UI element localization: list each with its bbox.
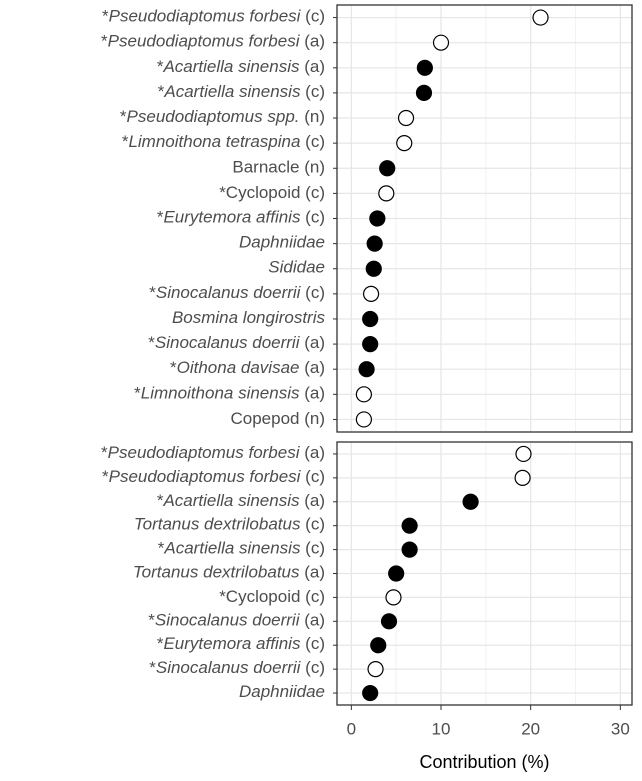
y-tick-label: *Acartiella sinensis (a) — [157, 57, 325, 76]
y-tick-label: *Eurytemora affinis (c) — [157, 208, 325, 227]
point — [515, 445, 532, 463]
point — [462, 493, 479, 510]
point — [362, 310, 379, 328]
y-tick-label: *Limnoithona sinensis (a) — [134, 384, 325, 403]
point — [369, 210, 386, 227]
point — [380, 613, 398, 630]
point — [365, 260, 382, 277]
y-tick-label: Bosmina longirostris — [172, 308, 326, 327]
y-tick-label: *Limnoithona tetraspina (c) — [122, 133, 325, 152]
y-tick-label: Daphniidae — [239, 233, 325, 252]
point — [416, 59, 433, 76]
y-tick-label: Barnacle (n) — [232, 158, 325, 177]
point — [366, 235, 383, 252]
y-tick-label: *Sinocalanus doerrii (c) — [149, 659, 325, 678]
y-tick-label: *Pseudodiaptomus spp. (n) — [120, 108, 325, 127]
point — [415, 84, 433, 102]
y-tick-label: *Sinocalanus doerrii (c) — [149, 283, 325, 302]
point — [401, 541, 418, 558]
y-tick-label: *Pseudodiaptomus forbesi (c) — [102, 467, 325, 486]
x-tick-label: 10 — [432, 719, 451, 738]
point — [362, 285, 380, 302]
y-tick-label: *Sinocalanus doerrii (a) — [148, 611, 325, 630]
point — [370, 637, 387, 654]
point — [532, 9, 549, 26]
point — [362, 684, 379, 702]
y-tick-label: *Acartiella sinensis (c) — [158, 82, 325, 101]
y-tick-label: *Eurytemora affinis (c) — [157, 635, 325, 654]
point — [514, 469, 531, 486]
point — [378, 185, 395, 202]
y-tick-label: *Cyclopoid (c) — [219, 587, 325, 606]
point — [397, 109, 415, 127]
point — [362, 335, 379, 353]
y-tick-label: *Acartiella sinensis (a) — [157, 491, 325, 510]
y-tick-label: Tortanus dextrilobatus (a) — [133, 563, 325, 582]
panel-border — [336, 441, 633, 706]
point — [401, 517, 418, 534]
y-tick-label: *Acartiella sinensis (c) — [158, 539, 325, 558]
point — [388, 565, 405, 582]
y-tick-label: Copepod (n) — [230, 409, 325, 428]
point — [432, 34, 450, 51]
y-tick-label: Daphniidae — [239, 683, 325, 702]
point — [385, 589, 402, 606]
point — [358, 361, 375, 378]
y-tick-label: Tortanus dextrilobatus (c) — [134, 515, 325, 534]
y-tick-label: *Pseudodiaptomus forbesi (a) — [101, 32, 325, 51]
point — [396, 135, 413, 152]
y-tick-label: Sididae — [268, 258, 325, 277]
y-tick-label: *Sinocalanus doerrii (a) — [148, 334, 325, 353]
y-tick-label: *Cyclopoid (c) — [219, 183, 325, 202]
point — [379, 160, 396, 177]
x-axis-title: Contribution (%) — [419, 752, 549, 772]
x-tick-label: 0 — [347, 719, 356, 738]
panel-border — [336, 4, 633, 433]
y-tick-label: *Oithona davisae (a) — [170, 359, 325, 378]
x-tick-label: 30 — [611, 719, 630, 738]
x-tick-label: 20 — [521, 719, 540, 738]
point — [355, 411, 372, 428]
y-tick-label: *Pseudodiaptomus forbesi (a) — [101, 443, 325, 462]
point — [367, 661, 384, 678]
point — [355, 386, 372, 403]
y-tick-label: *Pseudodiaptomus forbesi (c) — [102, 7, 325, 26]
